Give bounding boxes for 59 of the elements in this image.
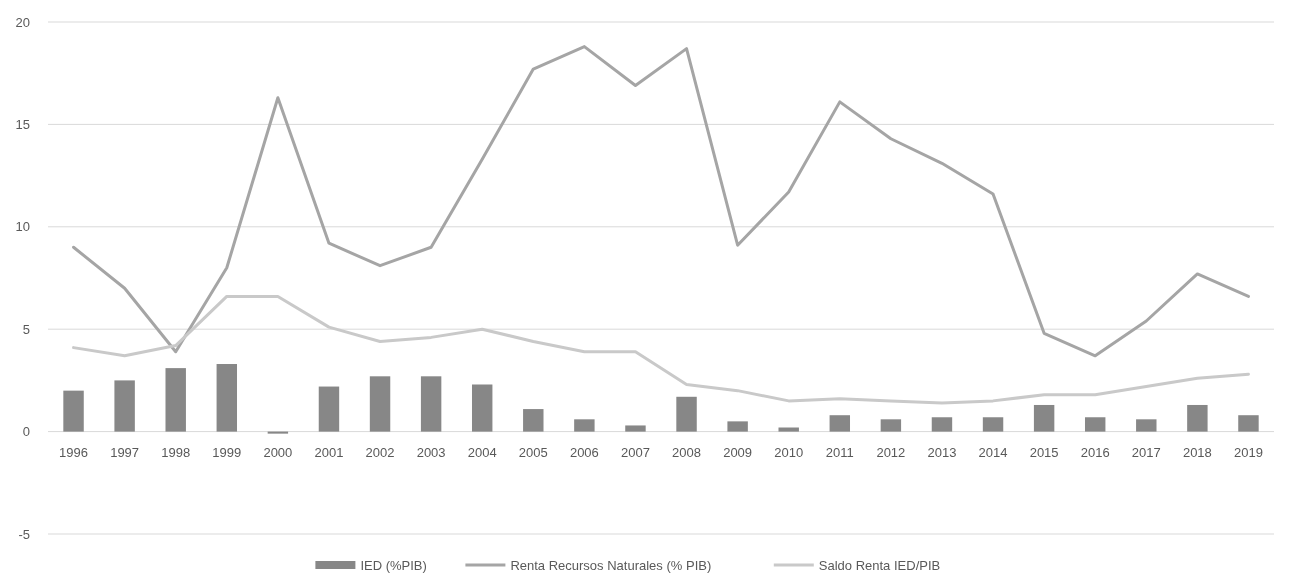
bar [523,409,544,432]
y-tick-label: 20 [15,14,30,30]
x-tick-label: 2018 [1182,444,1212,460]
bar [931,417,953,432]
bar [369,376,391,432]
x-tick-label: 2013 [927,444,957,460]
x-tick-label: 1998 [161,444,191,460]
bar [216,364,238,432]
bar [727,421,748,432]
bar [471,384,493,432]
x-tick-label: 2012 [876,444,906,460]
x-tick-label: 2008 [672,444,701,460]
x-tick-label: 1997 [110,444,140,460]
bar [1238,415,1259,432]
x-tick-label: 2006 [569,444,599,460]
x-tick-label: 2017 [1131,444,1161,460]
x-tick-label: 2019 [1234,444,1263,460]
y-tick-label: 15 [15,116,30,132]
line-series [72,294,1250,405]
bar [420,376,442,432]
bar [1033,404,1055,432]
x-tick-label: 2007 [621,444,650,460]
x-tick-label: 2015 [1029,444,1059,460]
bar [114,380,135,432]
x-tick-label: 2011 [825,444,854,460]
bar [880,419,902,432]
bar [318,386,340,432]
y-tick-label: 0 [22,424,30,440]
bar [1084,417,1106,432]
line-series [72,45,1250,358]
bar [982,417,1004,432]
bar [1187,404,1208,432]
x-tick-label: 2001 [314,444,344,460]
x-tick-label: 2005 [518,444,548,460]
y-tick-label: -5 [18,526,30,542]
bar [574,419,595,432]
x-tick-label: 2014 [978,444,1008,460]
legend-label: Saldo Renta IED/PIB [818,558,941,573]
bar [1136,419,1157,432]
legend-label: IED (%PIB) [360,558,427,573]
bar [165,368,186,432]
x-tick-label: 2002 [365,444,395,460]
y-tick-label: 10 [15,219,30,235]
x-tick-label: 2004 [467,444,497,460]
bar [778,427,799,432]
x-tick-label: 2003 [416,444,446,460]
y-tick-label: 5 [22,321,30,337]
bar [267,431,289,434]
bar [63,390,84,432]
bar [625,425,646,432]
bar [829,415,851,432]
x-tick-label: 2009 [723,444,753,460]
bar [676,396,697,432]
x-tick-label: 1999 [212,444,242,460]
legend-label: Renta Recursos Naturales (% PIB) [510,558,712,573]
x-tick-label: 2016 [1080,444,1110,460]
x-tick-label: 2000 [263,444,293,460]
x-tick-label: 2010 [774,444,804,460]
x-tick-label: 1996 [59,444,88,460]
